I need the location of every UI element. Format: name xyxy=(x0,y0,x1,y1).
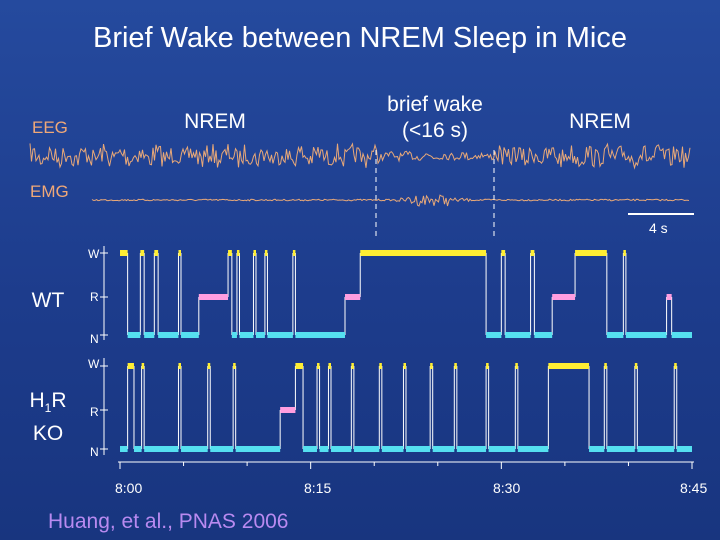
ko-label: H1R KO xyxy=(20,388,76,447)
time-label-2: 8:30 xyxy=(493,480,521,496)
ko-label-h: H xyxy=(29,389,45,412)
emg-label: EMG xyxy=(30,182,69,201)
emg-trace xyxy=(91,194,690,207)
eeg-trace xyxy=(29,142,691,170)
slide-title: Brief Wake between NREM Sleep in Mice xyxy=(92,22,628,54)
brief-wake-label: brief wake (<16 s) xyxy=(370,93,500,143)
ko-label-sub: 1 xyxy=(44,401,52,416)
nrem-left-label: NREM xyxy=(184,110,246,133)
time-label-0: 8:00 xyxy=(115,480,143,496)
wt-tick-nrem: N xyxy=(90,332,99,346)
eeg-label: EEG xyxy=(32,118,68,137)
nrem-right-label: NREM xyxy=(569,110,631,133)
citation: Huang, et al., PNAS 2006 xyxy=(48,510,289,533)
ko-label-line2: KO xyxy=(32,422,64,446)
ko-tick-wake: W xyxy=(88,357,100,371)
time-label-3: 8:45 xyxy=(680,480,708,496)
ko-label-r: R xyxy=(51,389,67,412)
wt-tick-rem: R xyxy=(90,290,99,304)
brief-wake-line2: (<16 s) xyxy=(402,119,468,142)
wt-tick-wake: W xyxy=(88,247,100,261)
ko-tick-rem: R xyxy=(90,405,99,419)
wt-label: WT xyxy=(31,289,65,312)
ko-tick-nrem: N xyxy=(90,445,99,459)
time-label-1: 8:15 xyxy=(304,480,332,496)
ko-label-line1: H1R xyxy=(20,388,76,421)
brief-wake-line1: brief wake xyxy=(387,93,483,116)
scale-bar-label: 4 s xyxy=(649,220,668,236)
